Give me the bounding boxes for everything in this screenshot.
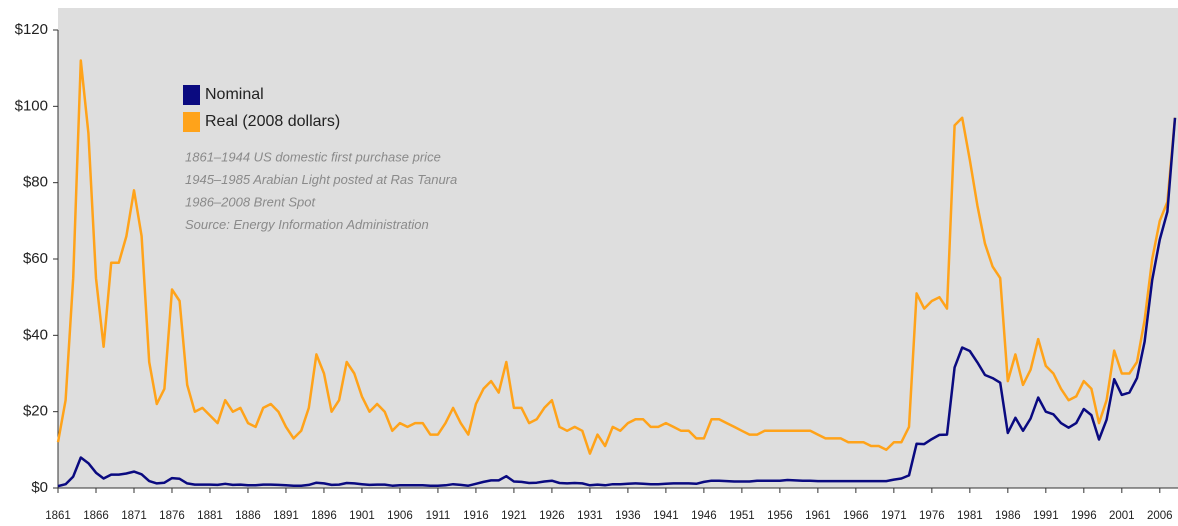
x-tick-label: 1991 (1033, 510, 1059, 522)
x-tick-label: 1951 (729, 510, 755, 522)
x-tick-label: 1921 (501, 510, 527, 522)
plot-area (58, 8, 1178, 488)
x-tick-label: 1886 (235, 510, 261, 522)
x-tick-label: 1871 (121, 510, 147, 522)
x-tick-label: 1966 (843, 510, 869, 522)
x-tick-label: 2006 (1147, 510, 1173, 522)
x-tick-label: 1971 (881, 510, 907, 522)
x-tick-label: 1926 (539, 510, 565, 522)
x-tick-label: 1961 (805, 510, 831, 522)
annotation: 1861–1944 US domestic first purchase pri… (185, 149, 441, 164)
annotation: 1986–2008 Brent Spot (185, 194, 316, 209)
series-line (57, 117, 1177, 488)
annotation: Source: Energy Information Administratio… (185, 217, 429, 232)
annotation: 1945–1985 Arabian Light posted at Ras Ta… (185, 172, 457, 187)
x-tick-label: 1976 (919, 510, 945, 522)
x-tick-label: 1936 (615, 510, 641, 522)
x-tick-label: 1906 (387, 510, 413, 522)
legend-swatch (183, 112, 200, 132)
y-tick-label: $20 (23, 403, 48, 420)
x-tick-label: 1956 (767, 510, 793, 522)
x-tick-label: 1891 (273, 510, 299, 522)
legend-swatch (183, 85, 200, 105)
x-tick-label: 1861 (45, 510, 71, 522)
x-tick-label: 2001 (1109, 510, 1135, 522)
y-tick-label: $80 (23, 174, 48, 191)
x-tick-label: 1901 (349, 510, 375, 522)
x-tick-label: 1996 (1071, 510, 1097, 522)
x-tick-label: 1941 (653, 510, 679, 522)
y-tick-label: $0 (31, 479, 48, 496)
legend-label: Real (2008 dollars) (205, 113, 340, 130)
x-tick-label: 1981 (957, 510, 983, 522)
y-tick-label: $120 (15, 21, 48, 38)
y-tick-label: $100 (15, 97, 48, 114)
x-tick-label: 1881 (197, 510, 223, 522)
y-tick-label: $40 (23, 326, 48, 343)
x-tick-label: 1931 (577, 510, 603, 522)
series-line (56, 59, 1177, 455)
legend-label: Nominal (205, 86, 264, 103)
x-tick-label: 1866 (83, 510, 109, 522)
x-tick-label: 1986 (995, 510, 1021, 522)
x-tick-label: 1876 (159, 510, 185, 522)
x-tick-label: 1911 (426, 510, 451, 522)
x-tick-label: 1896 (311, 510, 337, 522)
x-tick-label: 1946 (691, 510, 717, 522)
x-tick-label: 1916 (463, 510, 489, 522)
y-tick-label: $60 (23, 250, 48, 267)
